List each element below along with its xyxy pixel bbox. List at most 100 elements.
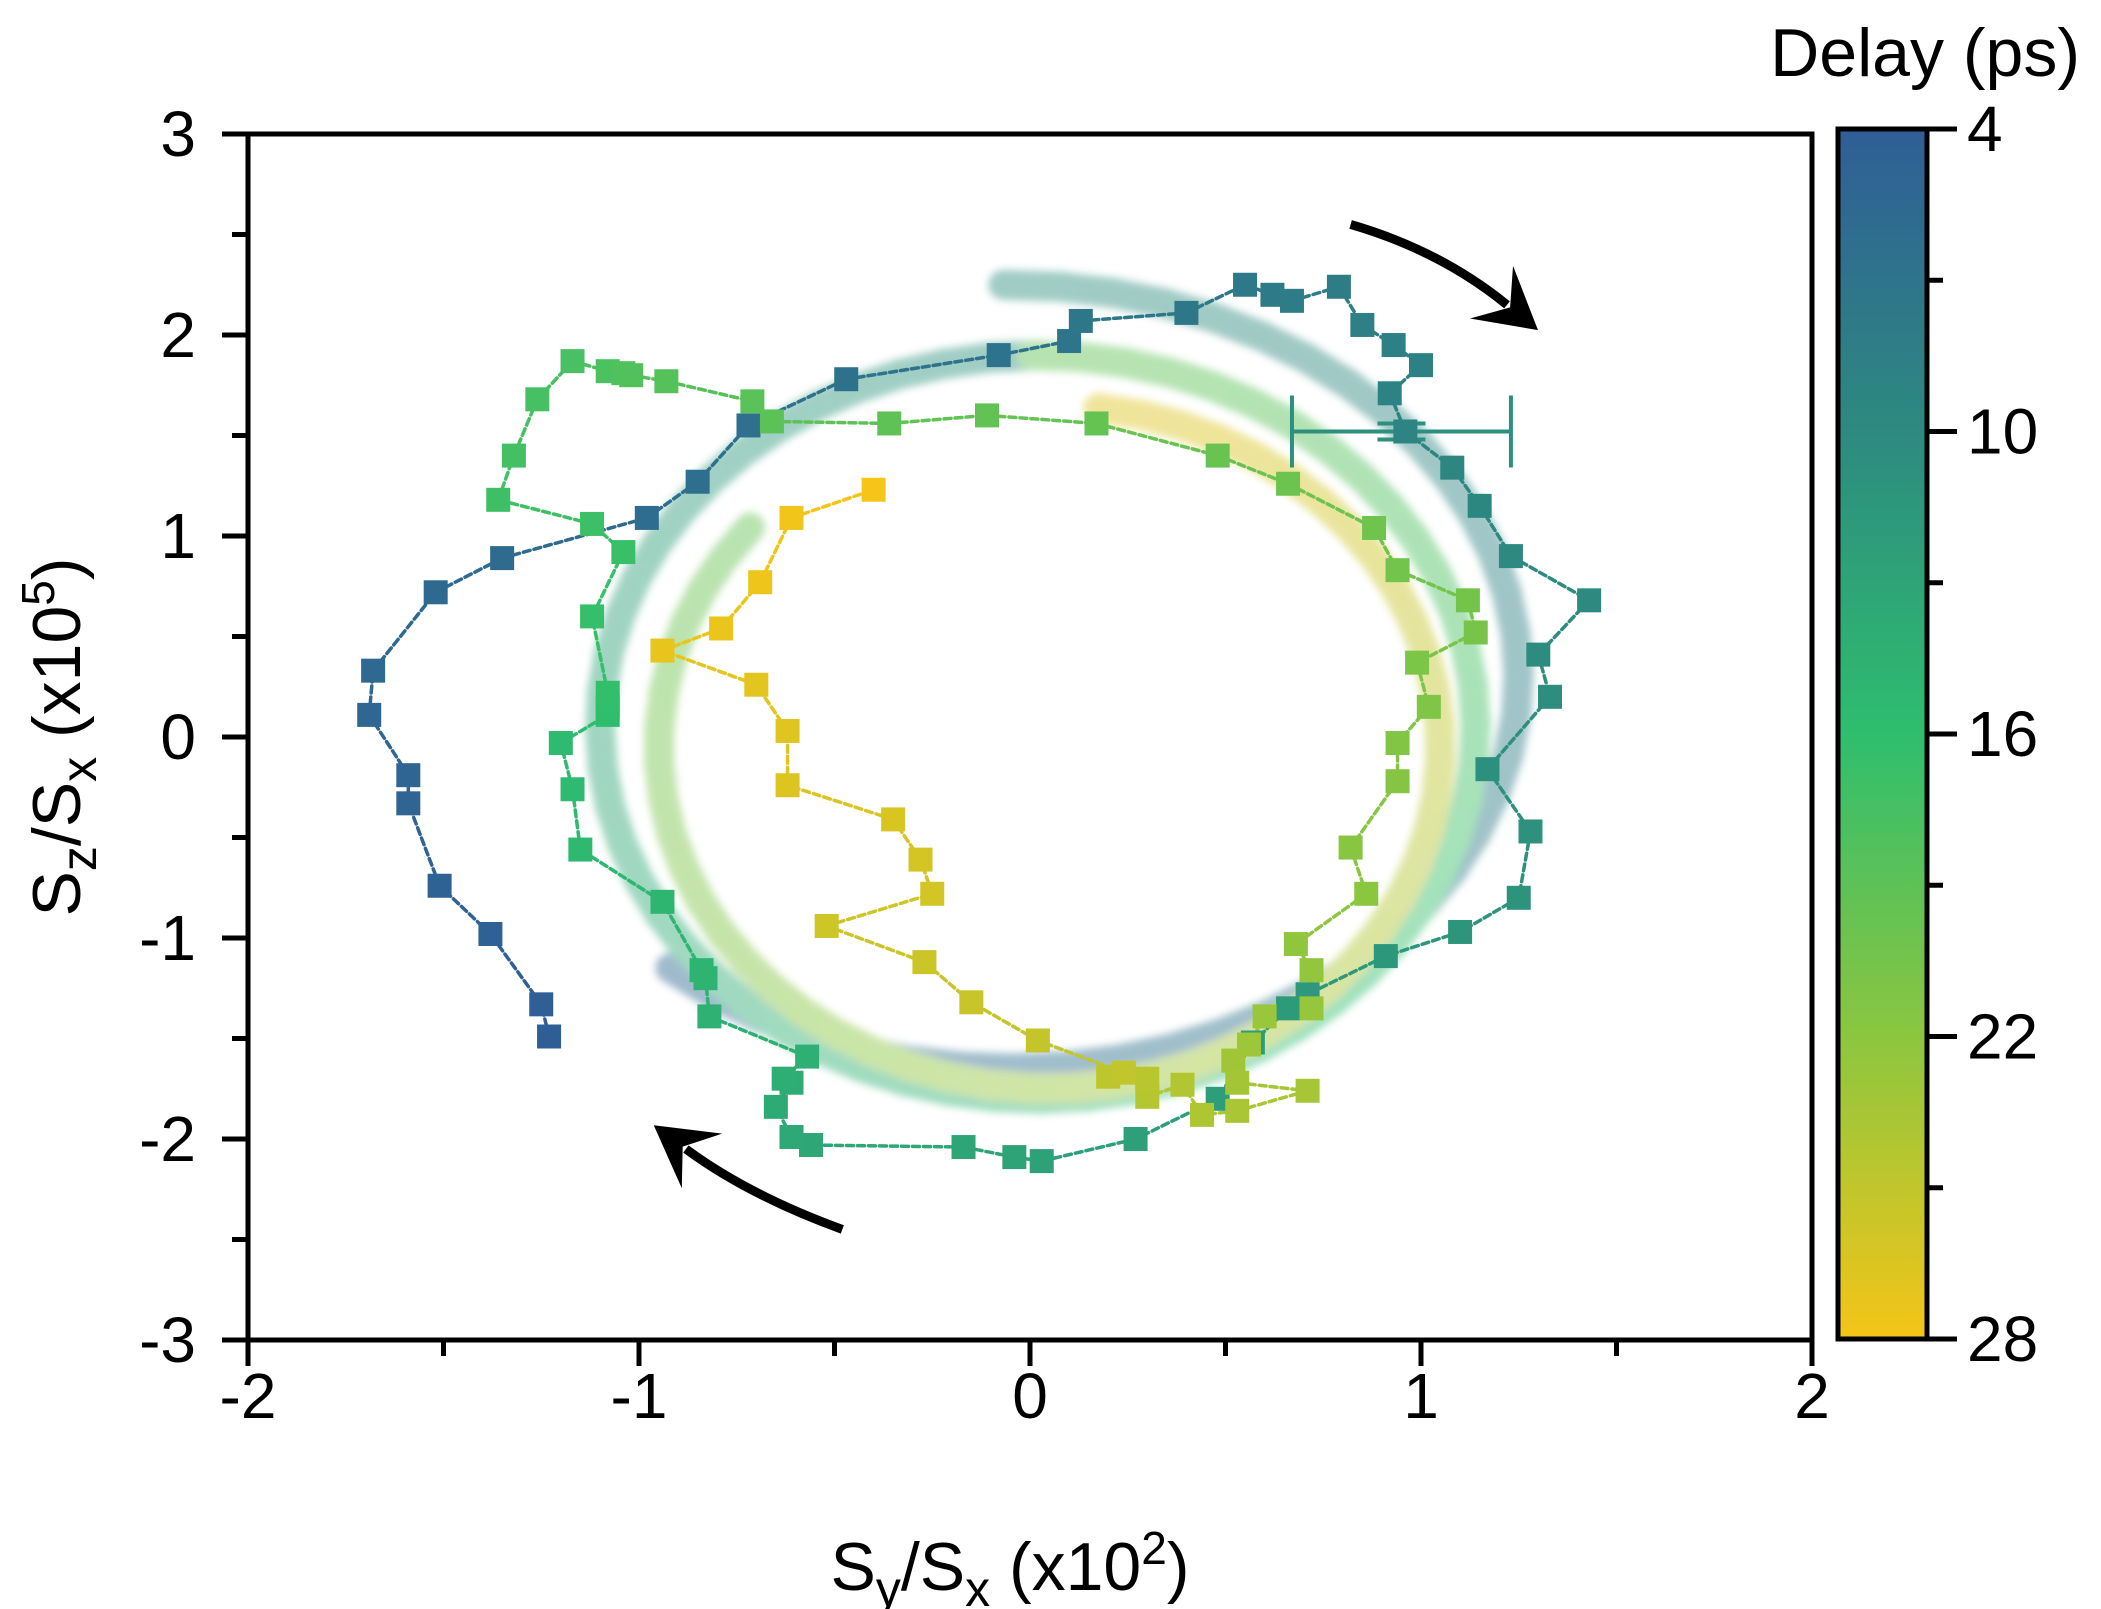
data-point	[1111, 1060, 1136, 1085]
guide-arc-segment-0	[988, 269, 1079, 302]
colorbar-gradient	[1835, 126, 1930, 1342]
data-point	[775, 718, 800, 743]
y-tick-label: -3	[139, 1304, 196, 1376]
y-tick-label: -2	[139, 1103, 196, 1175]
y-tick-label: 1	[160, 500, 196, 572]
colorbar-ticks: 4 10 16 22 28	[1927, 93, 2038, 1375]
data-point	[1299, 996, 1324, 1021]
trajectory-segment	[1485, 695, 1552, 771]
data-point	[1538, 684, 1563, 709]
colorbar-tick-label: 4	[1967, 93, 2003, 165]
data-point	[759, 409, 784, 434]
data-point	[1299, 958, 1324, 983]
colorbar-tick-label: 16	[1967, 698, 2038, 770]
data-point	[709, 616, 734, 641]
data-point	[1276, 996, 1301, 1021]
trajectory-segment	[844, 353, 1001, 381]
trajectory-segment	[707, 1014, 809, 1059]
data-point	[568, 837, 593, 862]
data-point	[490, 546, 515, 571]
trajectory-segment	[789, 488, 876, 520]
data-point	[1123, 1127, 1148, 1151]
trajectory-segment	[371, 590, 438, 673]
data-point	[1295, 1078, 1320, 1103]
trajectory-markers	[357, 272, 1602, 1174]
data-point	[529, 992, 554, 1017]
data-point	[1057, 329, 1082, 354]
colorbar: Delay (ps) 4 10 16 22 28	[1770, 15, 2080, 1375]
trajectory-segment	[809, 1143, 966, 1149]
trajectory-segment	[887, 413, 989, 426]
data-point	[427, 873, 452, 898]
x-tick-label: 1	[1403, 1360, 1439, 1432]
colorbar-tick-label: 28	[1967, 1303, 2038, 1375]
trajectory-segment	[1094, 421, 1220, 458]
data-point	[357, 702, 382, 727]
data-point	[1029, 1149, 1054, 1174]
data-point	[748, 570, 773, 595]
data-point	[1283, 932, 1308, 957]
data-point	[486, 487, 511, 512]
data-point	[1577, 588, 1602, 613]
data-point	[1205, 443, 1230, 468]
data-point	[908, 847, 933, 872]
trajectory-segment	[770, 419, 891, 426]
guide-ellipses	[584, 269, 1534, 1114]
data-point	[1405, 650, 1430, 675]
data-point	[595, 680, 620, 705]
data-point	[1381, 333, 1406, 358]
data-point	[912, 950, 937, 975]
trajectory-segment	[824, 892, 934, 928]
data-point	[771, 1066, 796, 1091]
data-point	[1338, 835, 1363, 860]
data-point	[1225, 1098, 1250, 1123]
y-tick-label: 3	[160, 98, 196, 170]
trajectory-segment	[590, 614, 610, 695]
data-point	[396, 791, 421, 816]
data-point	[763, 1094, 788, 1119]
data-point	[1225, 1070, 1250, 1095]
colorbar-tick-label: 22	[1967, 1001, 2038, 1073]
data-point	[1385, 769, 1410, 794]
trajectory-segment	[496, 498, 594, 526]
trajectory-segment	[406, 801, 442, 888]
data-point	[478, 921, 503, 946]
data-point	[1252, 1004, 1277, 1029]
data-point	[1174, 300, 1199, 325]
data-point	[1354, 881, 1379, 906]
guide-arc-segment-1	[1016, 340, 1099, 373]
rotation-arrows	[653, 220, 1539, 1234]
data-point	[775, 773, 800, 798]
trajectory-segment	[578, 847, 665, 904]
data-point	[634, 505, 659, 530]
data-point	[1326, 274, 1351, 299]
data-point	[548, 731, 573, 756]
clockwise-arrow-bottom-left-shaft	[683, 1145, 844, 1234]
data-point	[736, 413, 761, 438]
data-point	[361, 658, 386, 683]
data-point	[779, 505, 804, 530]
data-point	[1362, 515, 1387, 540]
trajectory-segment	[660, 648, 759, 687]
guide-arcs	[584, 269, 1534, 1114]
data-point	[1448, 919, 1473, 944]
trajectory-segment	[785, 783, 895, 822]
data-point	[1416, 694, 1441, 719]
trajectory-segment	[1509, 554, 1591, 603]
data-point	[881, 807, 906, 832]
data-point	[1233, 272, 1258, 297]
data-point	[1506, 885, 1531, 910]
data-point	[1498, 544, 1523, 569]
data-point	[1455, 588, 1480, 613]
data-point	[396, 763, 421, 788]
y-tick-label: 0	[160, 701, 196, 773]
data-point	[1135, 1066, 1160, 1091]
trajectory-segment	[500, 516, 649, 560]
data-point	[525, 387, 550, 412]
guide-arc-segment-2	[1083, 393, 1160, 431]
data-point	[1279, 288, 1304, 313]
data-point	[560, 777, 585, 802]
data-point	[1463, 620, 1488, 645]
data-point	[1385, 731, 1410, 756]
